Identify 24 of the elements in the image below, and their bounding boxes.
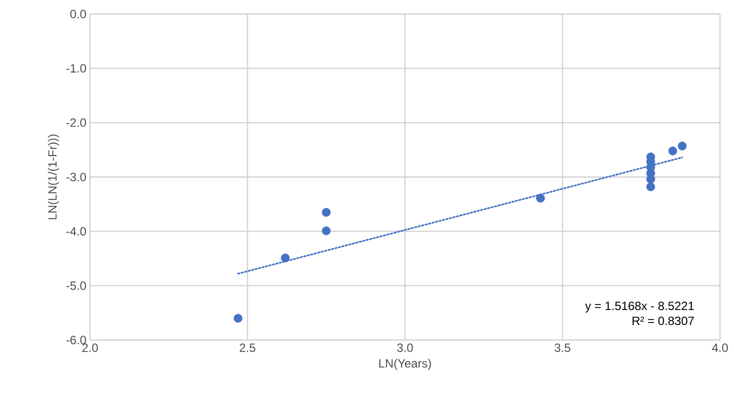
x-tick-label: 2.0 [82, 344, 98, 352]
x-tick-label: 4.0 [712, 344, 728, 352]
x-axis-title: LN(Years) [379, 358, 431, 370]
y-axis-title: LN(LN(1/(1-Fr))) [48, 134, 60, 220]
point [322, 226, 331, 236]
y-tick-label: -6.0 [66, 336, 86, 344]
y-tick-label: -5.0 [66, 281, 86, 290]
point [668, 146, 678, 156]
x-tick-label: 3.0 [397, 344, 413, 352]
y-tick-label: 0.0 [70, 10, 86, 18]
x-tick-label: 2.5 [240, 344, 256, 352]
point [322, 208, 331, 217]
y-tick-label: -4.0 [66, 227, 86, 236]
point [678, 142, 687, 150]
y-tick-label: -2.0 [66, 118, 86, 127]
point [280, 254, 290, 262]
y-tick-label: -1.0 [66, 64, 86, 73]
point [536, 194, 545, 203]
annotation: R² = 0.8307 [632, 316, 694, 326]
x-tick-label: 3.5 [554, 344, 570, 352]
y-tick-label: -3.0 [66, 172, 86, 182]
point [234, 314, 242, 323]
annotation: y = 1.5168x - 8.5221 [585, 302, 694, 312]
point [646, 182, 656, 192]
